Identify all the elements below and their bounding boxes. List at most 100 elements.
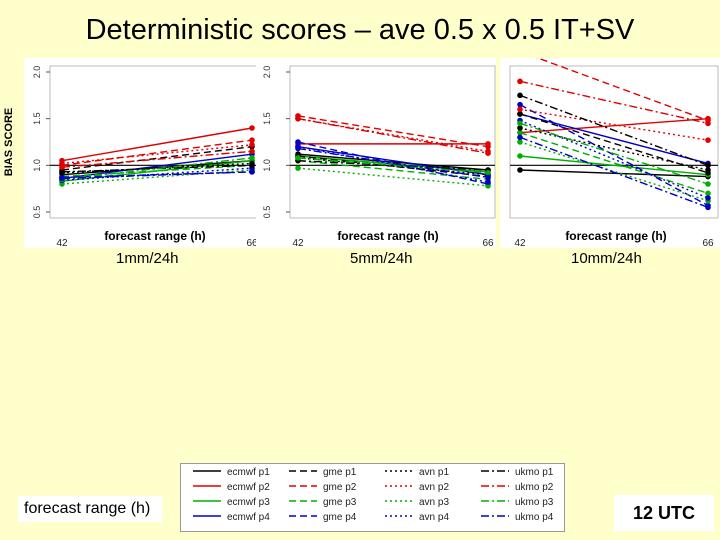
legend-item-ecmwf-p4: ecmwf p4	[193, 512, 270, 523]
legend-label: ukmo p3	[515, 497, 554, 508]
data-point	[485, 179, 491, 185]
legend-label: gme p2	[323, 482, 357, 493]
legend-label: ecmwf p4	[227, 512, 270, 523]
y-tick-label: 1.0	[32, 159, 42, 172]
data-point	[485, 174, 491, 181]
data-point	[705, 137, 711, 143]
series-line	[297, 117, 489, 153]
legend-label: ukmo p1	[515, 467, 554, 478]
series-line	[61, 169, 253, 185]
series-line	[297, 157, 489, 176]
series-ukmo-p2	[59, 148, 255, 170]
data-point	[705, 120, 711, 127]
series-line	[519, 117, 709, 134]
data-point	[517, 139, 523, 145]
data-point	[249, 137, 255, 143]
data-point	[705, 190, 711, 197]
legend-item-ecmwf-p3: ecmwf p3	[193, 497, 270, 508]
series-line	[519, 108, 709, 141]
series-line	[297, 117, 489, 154]
series-line	[519, 127, 709, 171]
data-point	[517, 134, 523, 141]
page-title: Deterministic scores – ave 0.5 x 0.5 IT+…	[85, 14, 635, 46]
legend-item-avn-p3: avn p3	[385, 497, 449, 508]
series-line	[297, 147, 489, 179]
x-axis-title: forecast range (h)	[104, 229, 205, 243]
x-axis-title: forecast range (h)	[337, 229, 438, 243]
series-line	[519, 80, 709, 125]
data-point	[295, 165, 301, 171]
data-point	[249, 169, 255, 175]
data-point	[249, 142, 255, 148]
y-tick-label: 0.5	[262, 206, 272, 219]
series-ukmo-p2	[517, 78, 711, 127]
legend-item-gme-p4: gme p4	[289, 512, 357, 523]
panel-10mm-per-24h: 42 66 forecast range (h)	[500, 58, 720, 249]
series-ukmo-p2	[295, 115, 491, 156]
x-tick-label: 42	[514, 238, 526, 249]
utc-badge: 12 UTC	[614, 495, 714, 531]
y-axis-title: BIAS SCORE	[3, 108, 15, 176]
series-line	[61, 127, 253, 162]
data-point	[295, 155, 301, 161]
series-line	[297, 145, 489, 176]
legend-item-avn-p2: avn p2	[385, 482, 449, 493]
panel-5mm-per-24h: 0.5 1.0 1.5 2.0 42 66 forecast range (h)	[256, 58, 496, 249]
legend-label: avn p1	[419, 467, 449, 478]
data-point	[517, 78, 523, 85]
data-point	[249, 125, 255, 131]
data-point	[59, 164, 65, 170]
series-line	[519, 94, 709, 166]
legend-item-avn-p1: avn p1	[385, 467, 449, 478]
panel-background	[24, 58, 256, 248]
data-point	[59, 169, 65, 175]
series-line	[519, 169, 709, 178]
data-point	[517, 92, 523, 99]
y-tick-label: 1.5	[262, 112, 272, 125]
y-tick-label: 2.0	[32, 66, 42, 79]
legend-label: ecmwf p1	[227, 467, 270, 478]
y-tick-label: 2.0	[262, 66, 272, 79]
series-line	[297, 167, 489, 187]
x-tick-label: 42	[56, 238, 68, 249]
series-line	[519, 136, 709, 208]
data-point	[249, 148, 255, 155]
series-line	[535, 58, 709, 122]
series-line	[519, 104, 709, 207]
legend-label: avn p4	[419, 512, 449, 523]
data-point	[295, 145, 301, 152]
legend-item-gme-p2: gme p2	[289, 482, 357, 493]
series-line	[61, 144, 253, 165]
panel-background	[256, 58, 496, 248]
legend-item-gme-p1: gme p1	[289, 467, 357, 478]
legend-label: gme p3	[323, 497, 357, 508]
data-point	[517, 101, 523, 108]
legend-item-ecmwf-p1: ecmwf p1	[193, 467, 270, 478]
plot-frame	[289, 65, 496, 219]
legend-item-ukmo-p1: ukmo p1	[481, 467, 554, 478]
series-ukmo-p4	[517, 134, 711, 211]
series-ukmo-p1	[59, 162, 255, 175]
series-line	[61, 167, 253, 181]
data-point	[295, 115, 301, 122]
data-point	[705, 162, 711, 169]
legend-item-ecmwf-p2: ecmwf p2	[193, 482, 270, 493]
data-point	[517, 167, 523, 173]
legend-label: ukmo p2	[515, 482, 554, 493]
data-point	[517, 125, 523, 131]
y-tick-label: 0.5	[32, 206, 42, 219]
series-line	[61, 164, 253, 178]
legend-label: avn p3	[419, 497, 449, 508]
data-point	[249, 155, 255, 161]
forecast-range-caption: forecast range (h)	[18, 496, 162, 522]
series-line	[519, 155, 709, 176]
data-point	[517, 153, 523, 159]
x-tick-label: 66	[702, 238, 714, 249]
data-point	[249, 162, 255, 169]
legend-label: ecmwf p2	[227, 482, 270, 493]
panel-1mm-per-24h: 0.5 1.0 1.5 2.0 BIAS SCORE 42 66 forecast range…	[3, 58, 261, 249]
threshold-label-1mm: 1mm/24h	[116, 250, 179, 267]
series-line	[297, 145, 489, 183]
threshold-label-10mm: 10mm/24h	[571, 250, 642, 267]
legend-label: ukmo p4	[515, 512, 554, 523]
